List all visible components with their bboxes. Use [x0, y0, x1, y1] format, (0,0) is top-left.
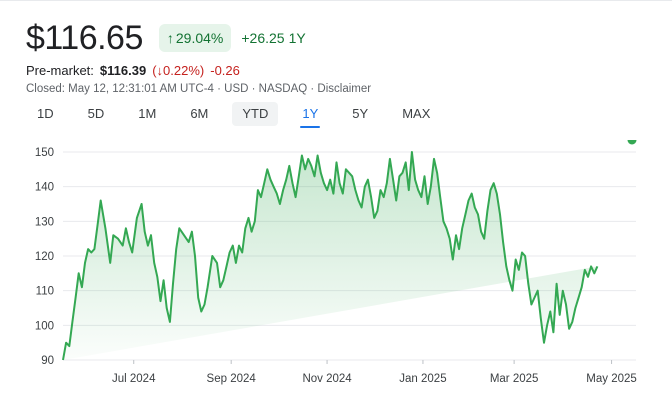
- tab-5d[interactable]: 5D: [87, 106, 105, 121]
- tab-1m[interactable]: 1M: [138, 106, 157, 121]
- arrow-up-icon: ↑: [166, 30, 174, 46]
- premarket-row: Pre-market: $116.39 (↓0.22%) -0.26: [26, 63, 240, 78]
- change-absolute: +26.25: [241, 30, 285, 46]
- price-chart[interactable]: 90 100 110 120 130 140 150 Jul 2024 Sep 2024 Nov…: [0, 140, 672, 400]
- x-tick-label: Jul 2024: [112, 373, 156, 385]
- price-header: $116.65 ↑ 29.04% +26.25 1Y: [26, 16, 306, 60]
- tab-6m[interactable]: 6M: [190, 106, 209, 121]
- tab-1y[interactable]: 1Y: [292, 102, 328, 128]
- tab-5y[interactable]: 5Y: [352, 106, 369, 121]
- market-status: Closed: May 12, 12:31:01 AM UTC-4 · USD …: [26, 83, 372, 95]
- price-line: [62, 151, 599, 361]
- y-tick-label: 110: [36, 286, 54, 298]
- tab-1d[interactable]: 1D: [37, 106, 54, 121]
- x-tick-label: May 2025: [586, 373, 637, 385]
- x-tick-label: Jan 2025: [399, 373, 446, 385]
- change-period: 1Y: [288, 30, 306, 46]
- y-tick-label: 150: [35, 147, 54, 159]
- premarket-price: $116.39: [99, 63, 147, 78]
- last-price-marker: [627, 140, 637, 145]
- tab-ytd[interactable]: YTD: [232, 102, 279, 126]
- tab-max[interactable]: MAX: [402, 106, 431, 121]
- top-divider: [0, 0, 672, 1]
- price-area: [63, 152, 598, 360]
- y-tick-label: 120: [35, 251, 54, 263]
- premarket-percent-value: 0.22%: [163, 63, 200, 78]
- premarket-change: -0.26: [210, 63, 240, 78]
- y-tick-label: 90: [41, 355, 54, 367]
- x-tick-label: Nov 2024: [302, 373, 352, 385]
- y-tick-label: 140: [35, 182, 54, 194]
- current-price: $116.65: [26, 19, 143, 57]
- x-tick-label: Mar 2025: [490, 373, 539, 385]
- range-tabs: 1D 5D 1M 6M YTD 1Y 5Y MAX: [27, 102, 454, 128]
- change-percent: 29.04%: [175, 30, 224, 46]
- y-tick-label: 100: [35, 320, 54, 332]
- change-percent-badge: ↑ 29.04%: [158, 24, 232, 52]
- x-tick-label: Sep 2024: [207, 373, 257, 385]
- premarket-label: Pre-market:: [26, 63, 94, 78]
- arrow-down-icon: ↓: [156, 63, 164, 78]
- y-tick-label: 130: [35, 216, 54, 228]
- premarket-percent: (↓0.22%): [152, 63, 205, 78]
